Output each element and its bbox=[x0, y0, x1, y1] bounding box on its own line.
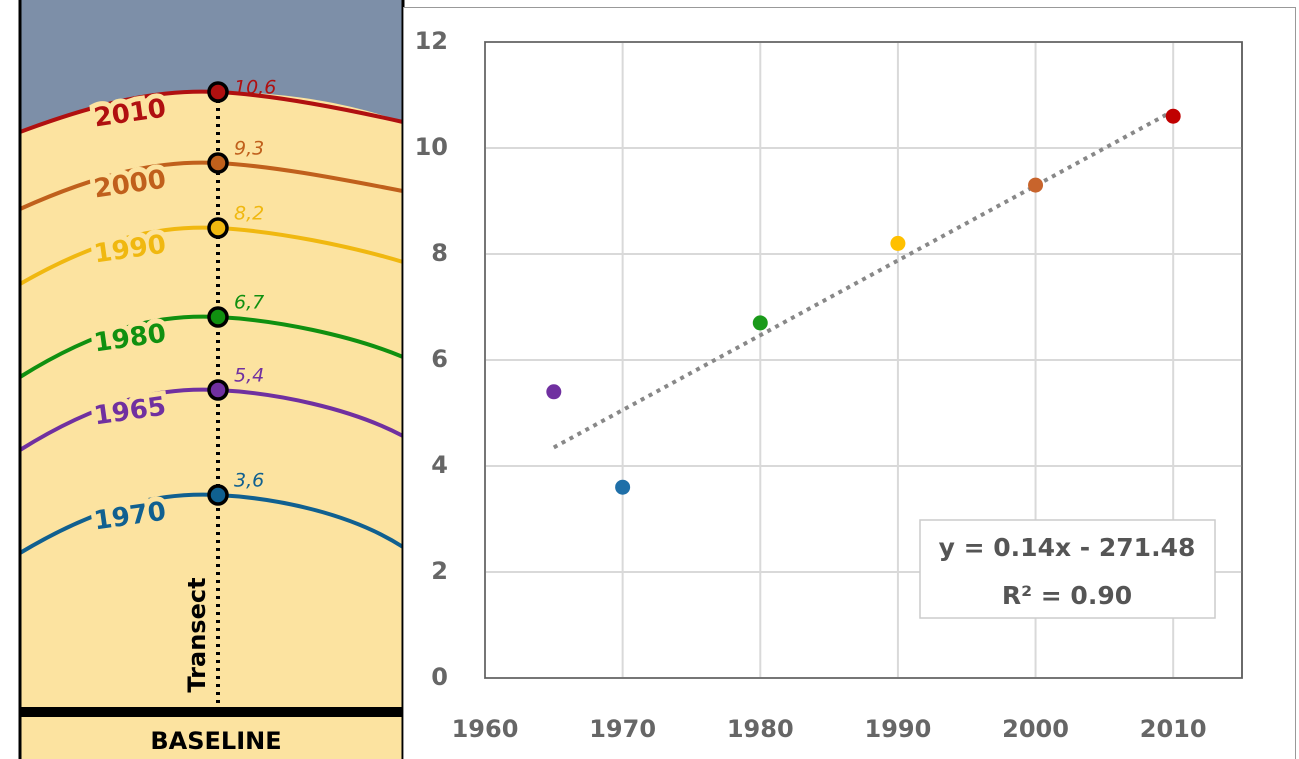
trendline bbox=[552, 109, 1175, 450]
shoreline-distance: 6,7 bbox=[234, 292, 264, 314]
x-tick-label: 2000 bbox=[1002, 715, 1069, 743]
equation-text: R² = 0.90 bbox=[1002, 581, 1132, 610]
equation-box bbox=[919, 519, 1216, 619]
shoreline-diagram: 201010,620009,319908,219806,719655,41970… bbox=[18, 0, 405, 759]
equation-text: y = 0.14x - 271.48 bbox=[939, 533, 1196, 562]
x-tick-label: 1990 bbox=[865, 715, 932, 743]
shoreline-distance: 3,6 bbox=[234, 470, 264, 492]
point bbox=[615, 479, 631, 495]
y-tick-label: 10 bbox=[415, 133, 448, 161]
shoreline-distance: 8,2 bbox=[234, 203, 264, 225]
transect-point bbox=[207, 306, 229, 328]
transect-label: Transect bbox=[183, 577, 211, 692]
baseline bbox=[20, 707, 403, 717]
y-tick-label: 4 bbox=[431, 451, 448, 479]
transect-point bbox=[207, 152, 229, 174]
x-tick-label: 1970 bbox=[589, 715, 656, 743]
y-tick-label: 12 bbox=[415, 27, 448, 55]
scatter-chart: 0 2 4 6 8 10 12 1960 1970 1980 1990 2000 2010 y = 0.1… bbox=[403, 7, 1296, 759]
plot-border bbox=[484, 41, 1243, 679]
transect-point bbox=[207, 484, 229, 506]
sea bbox=[20, 0, 403, 130]
sand bbox=[20, 0, 403, 759]
point bbox=[1028, 177, 1044, 193]
transect-point bbox=[207, 81, 229, 103]
x-tick-label: 1960 bbox=[452, 715, 519, 743]
y-tick-label: 2 bbox=[431, 557, 448, 585]
x-tick-label: 2010 bbox=[1140, 715, 1207, 743]
point bbox=[1165, 108, 1181, 124]
point bbox=[890, 235, 906, 251]
shoreline-distance: 5,4 bbox=[234, 365, 264, 387]
y-tick-label: 6 bbox=[431, 345, 448, 373]
x-tick-label: 1980 bbox=[727, 715, 794, 743]
point bbox=[752, 315, 768, 331]
y-tick-label: 0 bbox=[431, 663, 448, 691]
baseline-label: BASELINE bbox=[150, 727, 281, 755]
point bbox=[546, 384, 562, 400]
shoreline-distance: 9,3 bbox=[234, 138, 264, 160]
transect-point bbox=[207, 217, 229, 239]
shoreline-distance: 10,6 bbox=[234, 77, 276, 99]
y-tick-label: 8 bbox=[431, 239, 448, 267]
transect-point bbox=[207, 379, 229, 401]
